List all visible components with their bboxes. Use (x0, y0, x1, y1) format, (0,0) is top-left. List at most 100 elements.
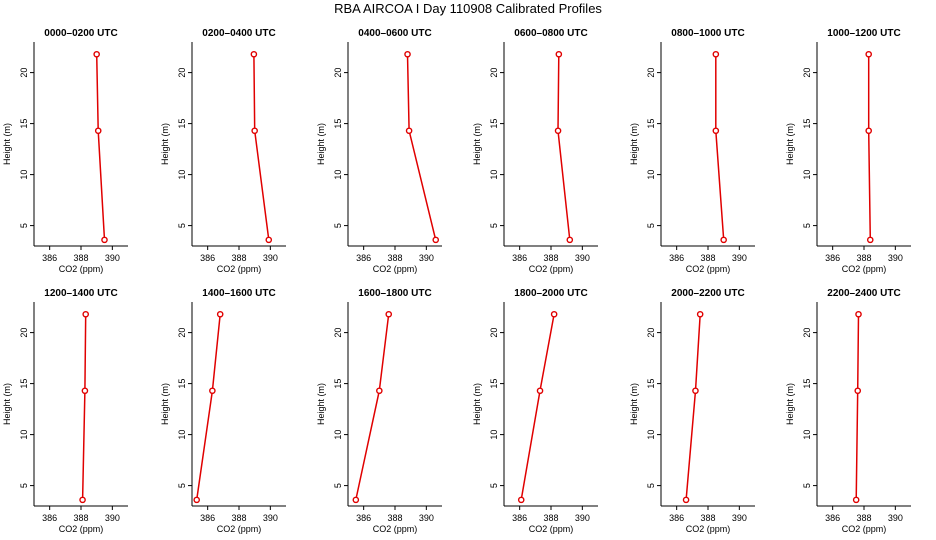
x-tick-label: 388 (231, 253, 246, 263)
panel-title: 1400–1600 UTC (202, 288, 275, 299)
profile-line (855, 314, 860, 500)
panel-title: 1800–2000 UTC (514, 288, 587, 299)
y-axis-label: Height (m) (629, 383, 639, 425)
profile-line (253, 54, 270, 240)
profile-panel: 0400–0600 UTC 386 388 390 5 10 15 20 CO2 (ppm) He… (316, 28, 442, 274)
y-tick-label: 10 (646, 430, 656, 440)
profile-point (93, 50, 100, 58)
profile-line (81, 314, 87, 500)
profile-point (251, 127, 258, 135)
figure-title: RBA AIRCOA I Day 110908 Calibrated Profi… (334, 1, 602, 16)
profile-line (867, 54, 872, 240)
profile-line (406, 54, 437, 241)
profile-panel: 1400–1600 UTC 386 388 390 5 10 15 20 CO2 (ppm) He… (160, 288, 286, 534)
x-tick-label: 390 (263, 253, 278, 263)
y-axis-label: Height (m) (629, 123, 639, 165)
panel-title: 1600–1800 UTC (358, 288, 431, 299)
y-tick-label: 20 (646, 68, 656, 78)
y-tick-label: 20 (802, 328, 812, 338)
y-tick-label: 5 (646, 483, 656, 488)
y-axis-label: Height (m) (316, 123, 326, 165)
profile-point (866, 236, 874, 244)
profile-point (432, 236, 440, 244)
x-tick-label: 390 (888, 513, 903, 523)
x-tick-label: 388 (231, 513, 246, 523)
x-tick-label: 386 (356, 253, 371, 263)
y-tick-label: 10 (177, 430, 187, 440)
panel-title: 1000–1200 UTC (827, 28, 900, 39)
profile-point (193, 496, 200, 504)
profile-panel: 1600–1800 UTC 386 388 390 5 10 15 20 CO2 (ppm) He… (316, 288, 442, 534)
panel-title: 2000–2200 UTC (671, 288, 744, 299)
y-tick-label: 20 (177, 68, 187, 78)
profile-point (550, 310, 558, 318)
x-tick-label: 390 (105, 513, 120, 523)
profile-point (216, 310, 224, 318)
y-tick-label: 5 (333, 483, 343, 488)
y-tick-label: 15 (177, 119, 187, 129)
x-tick-label: 386 (200, 253, 215, 263)
profile-line (195, 314, 221, 501)
profile-point (555, 50, 563, 58)
y-tick-label: 10 (646, 170, 656, 180)
y-tick-label: 10 (177, 170, 187, 180)
x-tick-label: 388 (543, 253, 558, 263)
x-tick-label: 386 (825, 253, 840, 263)
profile-point (81, 387, 89, 395)
y-tick-label: 5 (802, 223, 812, 228)
x-tick-label: 388 (700, 253, 715, 263)
x-tick-label: 388 (73, 253, 88, 263)
x-axis-label: CO2 (ppm) (686, 264, 731, 274)
profile-point (536, 387, 544, 395)
profile-point (566, 236, 574, 244)
panel-title: 1200–1400 UTC (44, 288, 117, 299)
y-tick-label: 15 (333, 379, 343, 389)
profile-point (517, 496, 525, 504)
x-tick-label: 386 (200, 513, 215, 523)
y-axis-label: Height (m) (472, 123, 482, 165)
profile-point (865, 50, 873, 58)
profile-point (712, 127, 720, 135)
profile-panel: 0200–0400 UTC 386 388 390 5 10 15 20 CO2 (ppm) He… (160, 28, 286, 274)
x-tick-label: 390 (263, 513, 278, 523)
y-tick-label: 15 (646, 379, 656, 389)
x-tick-label: 390 (888, 253, 903, 263)
profile-line (557, 54, 571, 240)
profile-line (95, 54, 106, 240)
y-tick-label: 5 (177, 223, 187, 228)
y-tick-label: 10 (333, 170, 343, 180)
y-tick-label: 10 (19, 170, 29, 180)
profile-panel: 1200–1400 UTC 386 388 390 5 10 15 20 CO2 (ppm) He… (2, 288, 128, 534)
y-tick-label: 20 (177, 328, 187, 338)
profile-point (352, 496, 360, 504)
x-tick-label: 388 (543, 513, 558, 523)
profile-line (520, 314, 555, 501)
y-axis-label: Height (m) (2, 123, 12, 165)
y-tick-label: 10 (489, 170, 499, 180)
profile-point (405, 127, 413, 135)
panel-title: 0400–0600 UTC (358, 28, 431, 39)
y-tick-label: 15 (646, 119, 656, 129)
y-tick-label: 20 (489, 328, 499, 338)
x-axis-label: CO2 (ppm) (529, 264, 574, 274)
y-tick-label: 10 (802, 430, 812, 440)
x-tick-label: 386 (512, 513, 527, 523)
profile-panel: 0000–0200 UTC 386 388 390 5 10 15 20 CO2 (ppm) He… (2, 28, 128, 274)
y-tick-label: 5 (802, 483, 812, 488)
y-axis-label: Height (m) (785, 123, 795, 165)
x-tick-label: 390 (732, 253, 747, 263)
profile-point (692, 387, 699, 395)
y-tick-label: 20 (489, 68, 499, 78)
y-tick-label: 10 (489, 430, 499, 440)
profile-point (250, 50, 258, 58)
x-tick-label: 386 (512, 253, 527, 263)
profile-point (209, 387, 216, 395)
y-tick-label: 5 (489, 483, 499, 488)
x-axis-label: CO2 (ppm) (217, 524, 262, 534)
x-tick-label: 388 (700, 513, 715, 523)
y-tick-label: 15 (489, 119, 499, 129)
profile-line (685, 314, 701, 500)
y-axis-label: Height (m) (160, 123, 170, 165)
x-axis-label: CO2 (ppm) (217, 264, 262, 274)
x-tick-label: 386 (356, 513, 371, 523)
